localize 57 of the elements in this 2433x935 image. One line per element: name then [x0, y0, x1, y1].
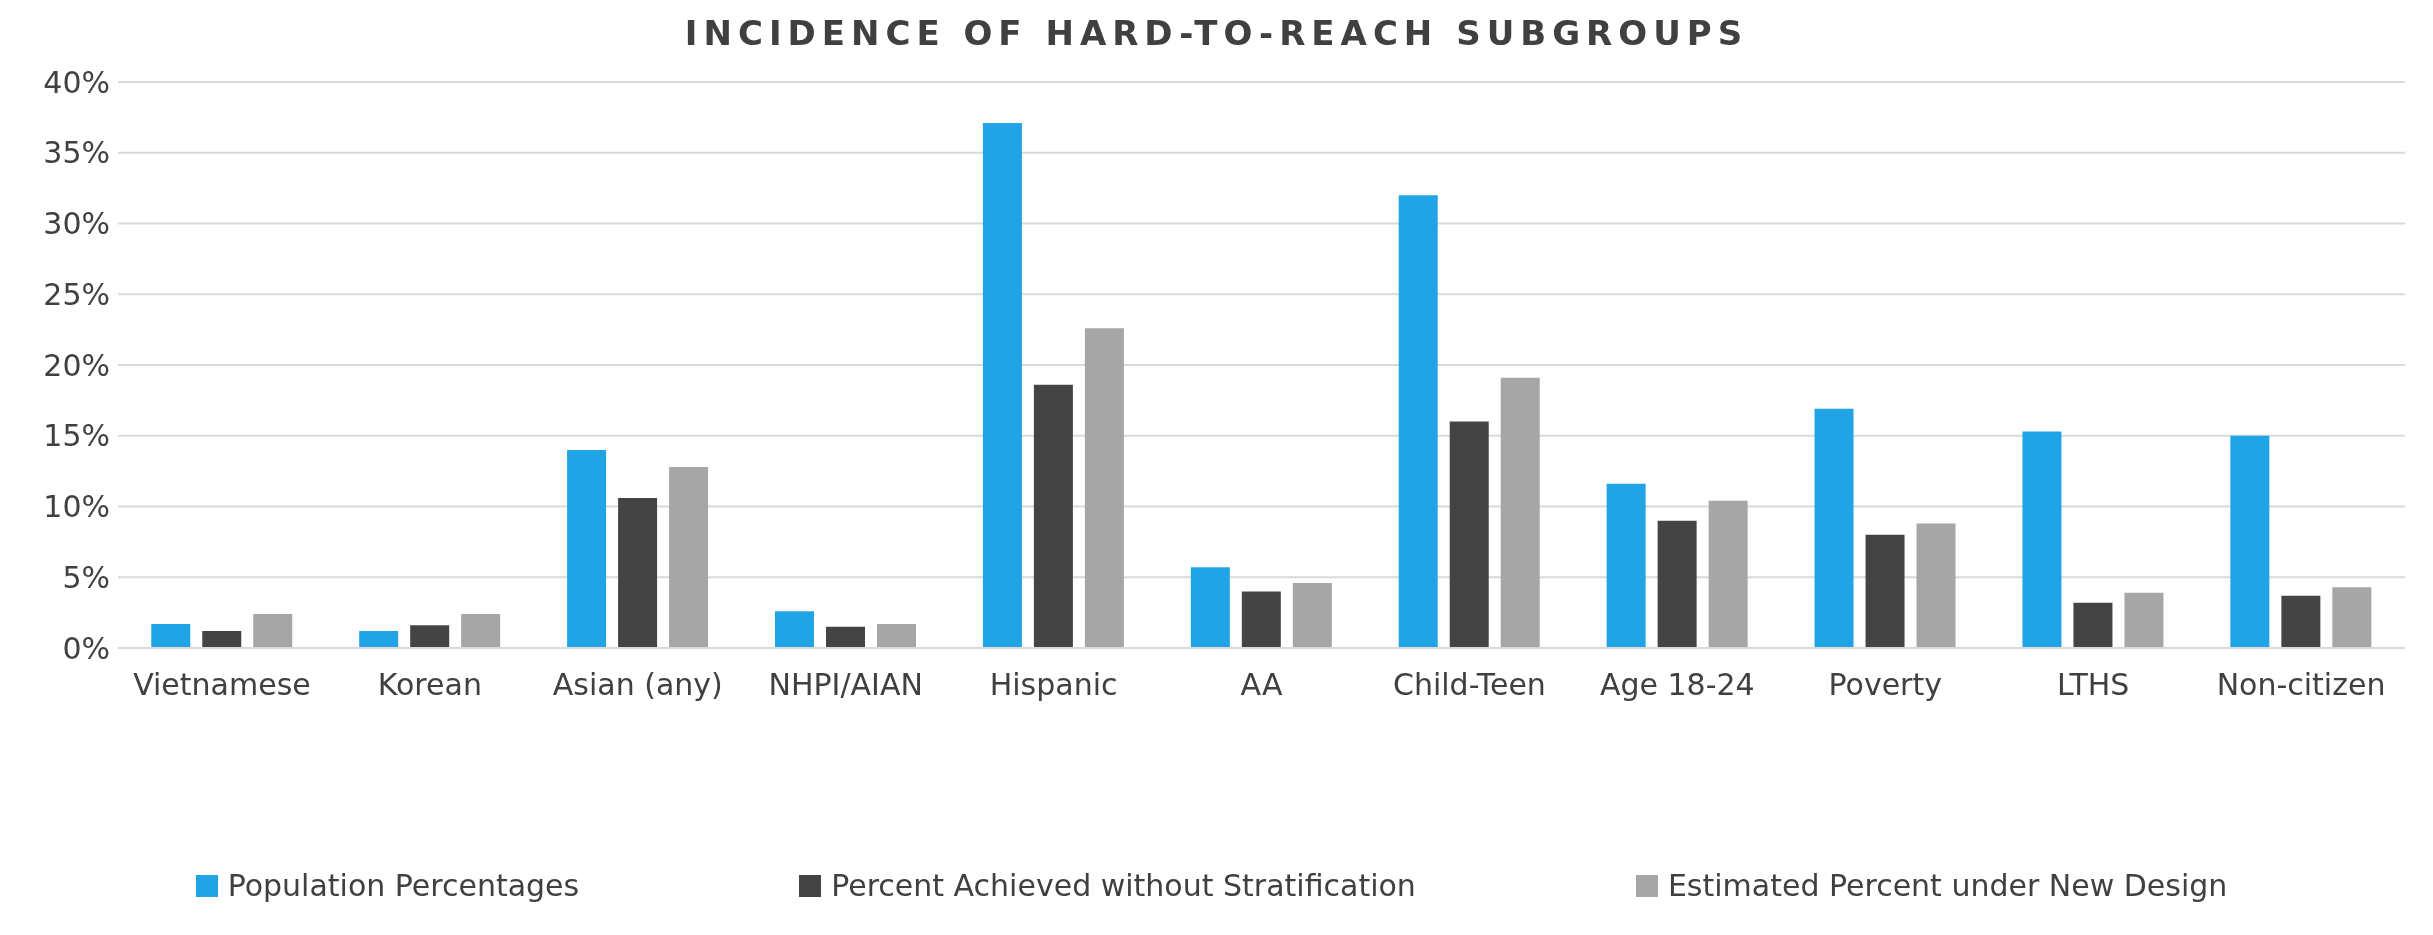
bar: [1500, 377, 1540, 648]
bar: [1084, 328, 1124, 648]
y-tick-label: 25%: [43, 276, 110, 312]
chart-title: INCIDENCE OF HARD-TO-REACH SUBGROUPS: [683, 12, 1750, 55]
bar: [1190, 567, 1230, 648]
bar: [202, 631, 242, 648]
bar: [359, 631, 399, 648]
bar: [982, 123, 1022, 648]
bar: [2124, 592, 2164, 648]
bar: [253, 614, 293, 648]
x-tick-label: Hispanic: [989, 667, 1118, 703]
x-tick-label: Poverty: [1828, 667, 1942, 703]
legend-label: Percent Achieved without Stratification: [831, 868, 1416, 903]
x-tick-label: AA: [1240, 667, 1283, 703]
bar: [618, 498, 658, 648]
x-tick-label: LTHS: [2056, 667, 2130, 703]
bar: [1398, 195, 1438, 648]
x-tick-label: Korean: [377, 667, 482, 703]
bar: [2332, 587, 2372, 648]
bar: [1657, 520, 1697, 648]
x-tick-label: NHPI/AIAN: [768, 667, 923, 703]
bar: [825, 626, 865, 648]
bar: [1449, 421, 1489, 648]
bar: [410, 625, 450, 648]
y-tick-label: 30%: [43, 206, 110, 242]
bar: [876, 623, 916, 648]
y-tick-label: 40%: [43, 64, 110, 100]
y-tick-label: 0%: [62, 630, 110, 666]
bar: [1033, 384, 1073, 648]
x-tick-label: Age 18-24: [1599, 667, 1755, 703]
x-tick-label: Vietnamese: [133, 667, 311, 703]
bar: [1708, 500, 1748, 648]
bar: [1865, 534, 1905, 648]
x-tick-label: Asian (any): [552, 667, 723, 703]
y-tick-label: 10%: [43, 489, 110, 525]
bar: [1241, 591, 1281, 648]
bar: [669, 466, 709, 648]
legend-label: Population Percentages: [227, 868, 580, 903]
bar: [2073, 602, 2113, 648]
bar: [2281, 595, 2321, 648]
bar: [774, 611, 814, 648]
bar: [2022, 431, 2062, 648]
bar: [151, 623, 191, 648]
x-tick-label: Non-citizen: [2216, 667, 2386, 703]
legend-label: Estimated Percent under New Design: [1667, 868, 2228, 903]
y-tick-label: 5%: [62, 559, 110, 595]
bar: [1606, 483, 1646, 648]
bar: [1814, 408, 1854, 648]
bar: [567, 449, 607, 648]
y-tick-label: 20%: [43, 347, 110, 383]
x-tick-label: Child-Teen: [1392, 667, 1546, 703]
bar: [1916, 523, 1956, 648]
bar: [1292, 582, 1332, 648]
bar: [461, 614, 501, 648]
y-tick-label: 15%: [43, 418, 110, 454]
bar: [2230, 435, 2270, 648]
y-tick-label: 35%: [43, 135, 110, 171]
